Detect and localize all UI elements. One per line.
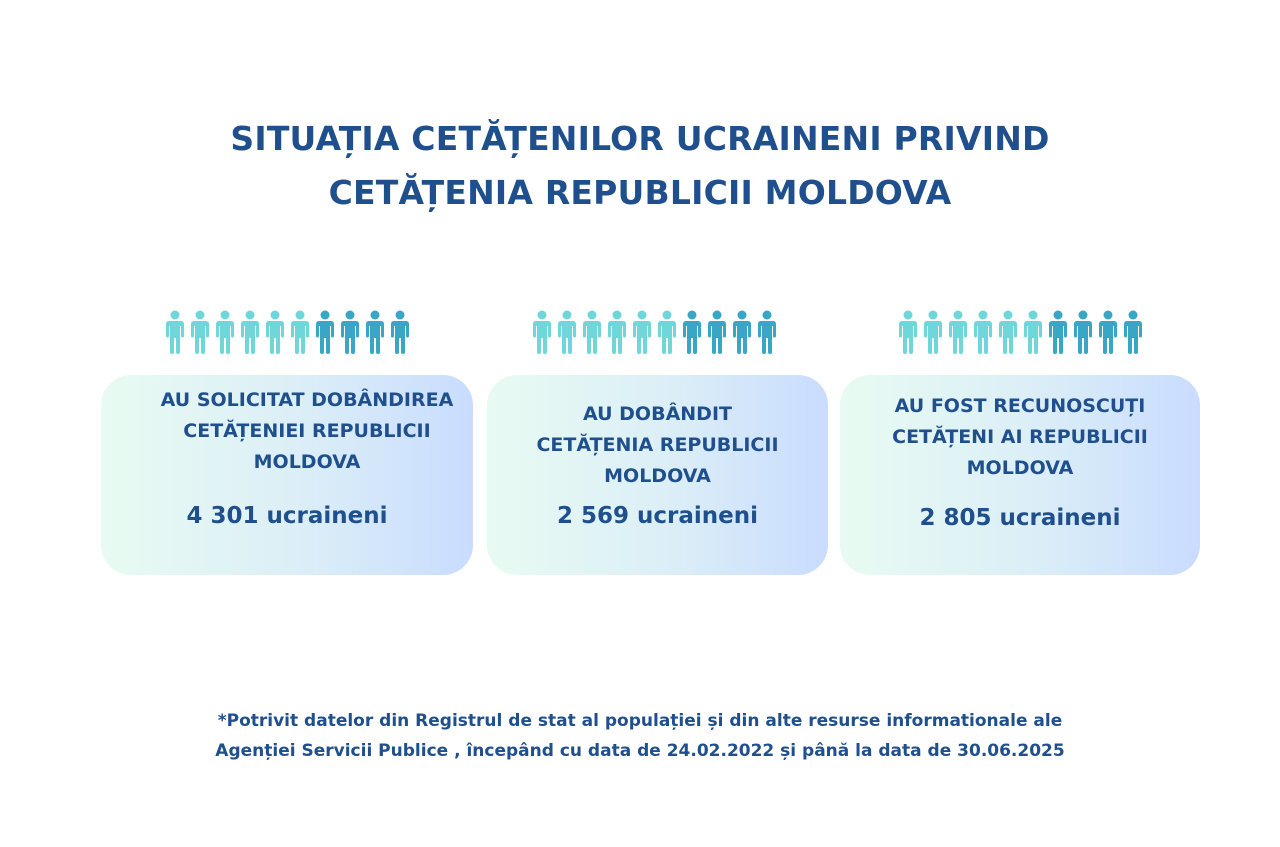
card-label-line: MOLDOVA bbox=[966, 457, 1074, 479]
card-label-line: CETĂȚENIA REPUBLICII bbox=[536, 434, 779, 456]
person-icon bbox=[708, 310, 726, 354]
person-icon bbox=[974, 310, 992, 354]
person-icon bbox=[1024, 310, 1042, 354]
card-acquired: AU DOBÂNDIT CETĂȚENIA REPUBLICII MOLDOVA… bbox=[487, 375, 828, 575]
card-label-line: AU DOBÂNDIT bbox=[583, 403, 732, 425]
page-title-line-2: CETĂȚENIA REPUBLICII MOLDOVA bbox=[328, 173, 952, 212]
card-value: 2 569 ucraineni bbox=[556, 503, 758, 529]
person-icon bbox=[291, 310, 309, 354]
person-icon bbox=[1099, 310, 1117, 354]
person-icon bbox=[1124, 310, 1142, 354]
person-icon bbox=[391, 310, 409, 354]
person-icon bbox=[899, 310, 917, 354]
person-icon bbox=[583, 310, 601, 354]
person-icon bbox=[758, 310, 776, 354]
people-row-2 bbox=[530, 310, 779, 354]
card-label: AU DOBÂNDIT CETĂȚENIA REPUBLICII MOLDOVA bbox=[487, 399, 828, 492]
person-icon bbox=[608, 310, 626, 354]
person-icon bbox=[166, 310, 184, 354]
person-icon bbox=[191, 310, 209, 354]
person-icon bbox=[633, 310, 651, 354]
person-icon bbox=[1074, 310, 1092, 354]
person-icon bbox=[241, 310, 259, 354]
footnote-line-1: *Potrivit datelor din Registrul de stat … bbox=[217, 711, 1063, 731]
person-icon bbox=[341, 310, 359, 354]
card-label-line: AU SOLICITAT DOBÂNDIREA bbox=[160, 389, 454, 411]
page-title-line-1: SITUAȚIA CETĂȚENILOR UCRAINENI PRIVIND bbox=[230, 119, 1050, 158]
card-label-line: MOLDOVA bbox=[604, 465, 711, 487]
card-recognized: AU FOST RECUNOSCUȚI CETĂȚENI AI REPUBLIC… bbox=[840, 375, 1200, 575]
card-label-line: CETĂȚENI AI REPUBLICII bbox=[892, 426, 1148, 448]
card-requested: AU SOLICITAT DOBÂNDIREA CETĂȚENIEI REPUB… bbox=[101, 375, 473, 575]
card-label: AU SOLICITAT DOBÂNDIREA CETĂȚENIEI REPUB… bbox=[121, 385, 493, 478]
person-icon bbox=[366, 310, 384, 354]
people-row-3 bbox=[896, 310, 1145, 354]
person-icon bbox=[1049, 310, 1067, 354]
card-value: 4 301 ucraineni bbox=[186, 503, 388, 529]
card-label: AU FOST RECUNOSCUȚI CETĂȚENI AI REPUBLIC… bbox=[840, 391, 1200, 484]
person-icon bbox=[683, 310, 701, 354]
person-icon bbox=[658, 310, 676, 354]
person-icon bbox=[999, 310, 1017, 354]
card-label-line: AU FOST RECUNOSCUȚI bbox=[894, 395, 1146, 417]
person-icon bbox=[216, 310, 234, 354]
page-title: SITUAȚIA CETĂȚENILOR UCRAINENI PRIVIND C… bbox=[0, 112, 1280, 220]
person-icon bbox=[924, 310, 942, 354]
person-icon bbox=[949, 310, 967, 354]
card-value: 2 805 ucraineni bbox=[919, 505, 1121, 531]
card-label-line: CETĂȚENIEI REPUBLICII bbox=[183, 420, 431, 442]
footnote: *Potrivit datelor din Registrul de stat … bbox=[0, 706, 1280, 766]
person-icon bbox=[533, 310, 551, 354]
people-row-1 bbox=[163, 310, 412, 354]
person-icon bbox=[733, 310, 751, 354]
person-icon bbox=[558, 310, 576, 354]
card-label-line: MOLDOVA bbox=[253, 451, 361, 473]
footnote-line-2: Agenției Servicii Publice , începând cu … bbox=[215, 741, 1065, 761]
person-icon bbox=[316, 310, 334, 354]
person-icon bbox=[266, 310, 284, 354]
